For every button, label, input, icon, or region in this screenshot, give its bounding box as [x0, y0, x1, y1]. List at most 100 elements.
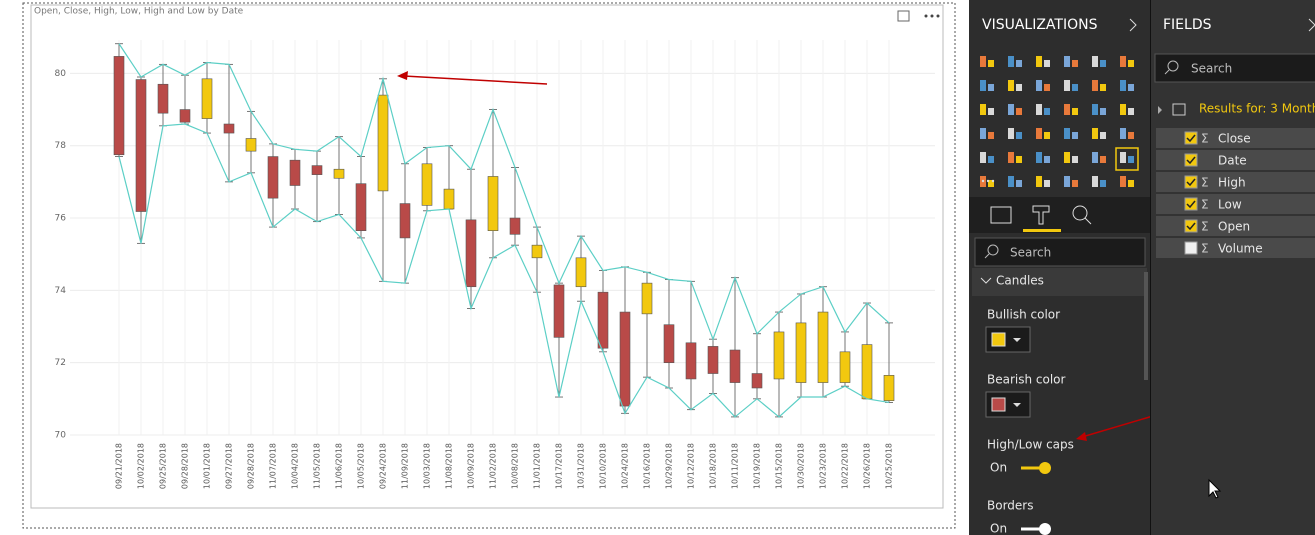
- plot: 70 72 74 76 78 80 09/21/2018 10/02/2018 09/25/20…: [55, 40, 935, 489]
- visual-icon-bar: [1008, 128, 1014, 139]
- field-name: Date: [1218, 154, 1247, 168]
- expand-icon[interactable]: [1158, 106, 1162, 114]
- visual-icon[interactable]: [1117, 52, 1137, 70]
- visual-icon-bar: [1036, 152, 1042, 163]
- candle-body: [399, 203, 411, 239]
- x-tick-label: 10/11/2018: [731, 443, 740, 489]
- visual-border[interactable]: [22, 2, 956, 529]
- visual-icon[interactable]: [977, 172, 997, 190]
- search-icon: [1164, 69, 1170, 75]
- candle-body: [619, 311, 631, 407]
- visual-icon-bar: [1100, 180, 1106, 187]
- visual-icon-bar: [1120, 56, 1126, 67]
- visual-icon-bar: [1064, 176, 1070, 187]
- more-options: [936, 14, 940, 18]
- visual-icon-bar: [988, 60, 994, 67]
- collapse-icon[interactable]: [1308, 18, 1315, 32]
- visual-icon-bar: [1008, 176, 1014, 187]
- candle-body: [267, 156, 279, 199]
- visual-icon[interactable]: [977, 148, 997, 166]
- visual-icon-bar: [1100, 60, 1106, 67]
- visual-icon[interactable]: [1005, 100, 1025, 118]
- visual-icon[interactable]: [1033, 172, 1053, 190]
- table-name[interactable]: Results for: 3 Month...: [1199, 102, 1315, 116]
- visual-icon[interactable]: [1061, 100, 1081, 118]
- visual-icon[interactable]: [977, 52, 997, 70]
- checkbox[interactable]: [1184, 197, 1198, 211]
- checkbox[interactable]: [1184, 153, 1198, 167]
- x-tick-label: 10/09/2018: [467, 443, 476, 489]
- analytics-tab[interactable]: [1072, 205, 1088, 221]
- check-mark: [1186, 178, 1196, 187]
- more-options: [930, 14, 934, 18]
- visual-icon[interactable]: [1089, 124, 1109, 142]
- candle-body: [355, 183, 367, 231]
- visual-icon[interactable]: [977, 100, 997, 118]
- visual-icon[interactable]: [1033, 52, 1053, 70]
- candle-body: [443, 188, 455, 210]
- visual-icon[interactable]: [1117, 76, 1137, 94]
- visual-icon-bar: [1120, 80, 1126, 91]
- visual-icon-bar: [1036, 176, 1042, 187]
- visual-icon[interactable]: [1005, 52, 1025, 70]
- visual-icon[interactable]: [1033, 148, 1053, 166]
- more-options[interactable]: [924, 14, 928, 18]
- candle-body: [223, 123, 235, 134]
- visual-icon[interactable]: [1089, 172, 1109, 190]
- visual-icon[interactable]: [1061, 76, 1081, 94]
- visual-icon[interactable]: [977, 76, 997, 94]
- visual-icon-bar: [1008, 152, 1014, 163]
- visual-icon[interactable]: [1089, 76, 1109, 94]
- y-tick-label: 76: [55, 214, 67, 224]
- visual-icon[interactable]: [1089, 52, 1109, 70]
- candle-body: [597, 291, 609, 349]
- setting-label: Bullish color: [987, 308, 1060, 322]
- collapse-icon[interactable]: [1129, 18, 1137, 32]
- visual-icon[interactable]: [1005, 124, 1025, 142]
- fields-tab[interactable]: [990, 206, 1012, 224]
- visual-icon[interactable]: [1061, 124, 1081, 142]
- annotation-arrow: [403, 75, 548, 85]
- visual-icon[interactable]: [1005, 148, 1025, 166]
- section-header[interactable]: [972, 268, 1147, 296]
- checkbox[interactable]: [1184, 175, 1198, 189]
- candle-body: [113, 56, 125, 156]
- candle-body: [179, 109, 191, 123]
- visual-icon-bar: [1036, 56, 1042, 67]
- visual-icon[interactable]: [1089, 100, 1109, 118]
- visual-icon[interactable]: [1033, 100, 1053, 118]
- visual-icon[interactable]: [1089, 148, 1109, 166]
- focus-mode-icon[interactable]: [897, 10, 910, 22]
- fields-search[interactable]: [1154, 53, 1315, 83]
- visual-icon[interactable]: [1005, 172, 1025, 190]
- checkbox[interactable]: [1184, 219, 1198, 233]
- visual-icon[interactable]: [1061, 52, 1081, 70]
- visual-icon[interactable]: [1033, 76, 1053, 94]
- format-search[interactable]: [974, 237, 1146, 267]
- checkbox[interactable]: [1184, 131, 1198, 145]
- candle-body: [531, 244, 543, 259]
- toggle-state: On: [990, 522, 1007, 535]
- visual-icon-bar: [1044, 180, 1050, 187]
- visual-icon[interactable]: [1005, 76, 1025, 94]
- visual-icon-bar: [988, 156, 994, 163]
- x-tick-label: 11/05/2018: [313, 443, 322, 489]
- visual-icon[interactable]: [1061, 148, 1081, 166]
- visual-icon[interactable]: [1117, 148, 1137, 166]
- x-tick-label: 10/01/2018: [203, 443, 212, 489]
- visual-icon[interactable]: [1117, 100, 1137, 118]
- visual-icon[interactable]: [977, 124, 997, 142]
- x-tick-label: 11/01/2018: [533, 443, 542, 489]
- visual-icon[interactable]: [1117, 124, 1137, 142]
- more-visuals[interactable]: [981, 179, 985, 183]
- visual-icon[interactable]: [1117, 172, 1137, 190]
- field-icon: Σ: [1201, 198, 1209, 212]
- visual-icon-bar: [1016, 180, 1022, 187]
- visual-icon[interactable]: [1061, 172, 1081, 190]
- format-tab[interactable]: [1032, 205, 1050, 225]
- visual-icon-bar: [1092, 176, 1098, 187]
- checkbox[interactable]: [1184, 241, 1198, 255]
- visual-icon[interactable]: [1033, 124, 1053, 142]
- visual-icon-bar: [1016, 108, 1022, 115]
- scrollbar[interactable]: [1144, 272, 1148, 380]
